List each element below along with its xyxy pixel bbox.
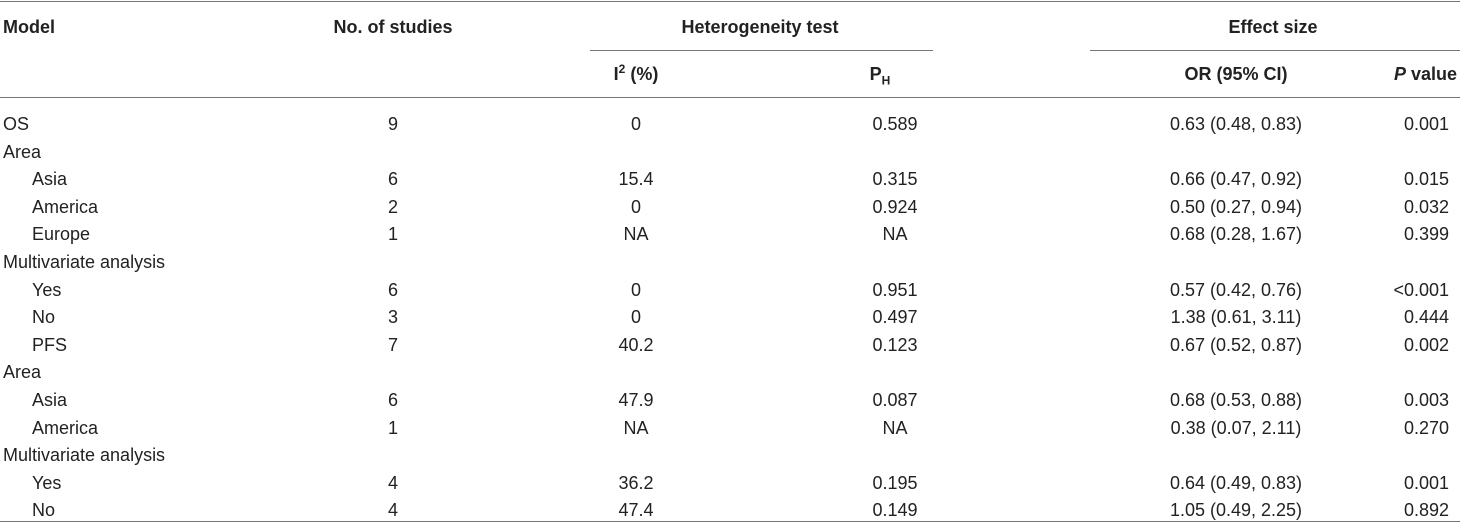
cell: 4 — [387, 472, 398, 493]
cell: 4 — [387, 500, 398, 521]
cell: 0.38 (0.07, 2.11) — [1170, 417, 1302, 438]
sub-header: P value — [1257, 63, 1457, 85]
sub-header-text: P — [869, 64, 882, 84]
cell: NA — [623, 417, 649, 438]
cell: 0.68 (0.53, 0.88) — [1169, 390, 1303, 410]
cell: 0.123 — [872, 334, 918, 355]
sub-header-text: (%) — [625, 64, 659, 84]
cell: 36.2 — [618, 472, 654, 493]
cell: 47.9 — [618, 390, 654, 410]
cell: 0.003 — [1403, 390, 1449, 410]
row-label: Multivariate analysis — [3, 445, 166, 466]
cell: 47.4 — [618, 500, 654, 521]
cell: 1 — [387, 417, 398, 438]
cell: 6 — [387, 390, 398, 410]
cell: 0.087 — [872, 390, 918, 410]
sub-header: I2 (%) — [536, 63, 736, 85]
cell: NA — [623, 224, 649, 245]
row-label: Yes — [32, 279, 62, 300]
cell: 0.002 — [1403, 334, 1449, 355]
column-header: No. of studies — [333, 17, 453, 37]
cell: 0.951 — [872, 279, 918, 300]
cell: 0.66 (0.47, 0.92) — [1169, 169, 1303, 190]
row-label: No — [32, 500, 56, 521]
group-rule — [1090, 50, 1460, 51]
column-header: Model — [3, 17, 55, 37]
cell: 0.001 — [1403, 114, 1449, 134]
sub-header: OR (95% CI) — [1184, 64, 1288, 84]
cell: 15.4 — [618, 169, 654, 190]
sub-header: PH — [780, 63, 980, 88]
sub-header-text: I — [613, 64, 619, 84]
cell: 6 — [387, 169, 398, 190]
cell: 0 — [630, 307, 641, 328]
cell: 0.589 — [872, 114, 918, 134]
group-header: Effect size — [1228, 17, 1318, 37]
cell: 2 — [387, 196, 398, 217]
cell: 0.149 — [872, 500, 918, 521]
cell: 9 — [387, 114, 398, 134]
row-label: Asia — [32, 169, 68, 190]
row-label: PFS — [32, 334, 68, 355]
header-rule — [0, 97, 1460, 98]
cell: 3 — [387, 307, 398, 328]
row-label: No — [32, 307, 56, 328]
row-label: Multivariate analysis — [3, 252, 166, 272]
cell: 0.497 — [872, 307, 918, 328]
cell: NA — [882, 224, 908, 245]
cell: 0.50 (0.27, 0.94) — [1169, 196, 1303, 217]
cell: 0.67 (0.52, 0.87) — [1169, 334, 1303, 355]
cell: 0 — [630, 196, 641, 217]
cell: NA — [882, 417, 908, 438]
cell: 6 — [387, 279, 398, 300]
superscript: 2 — [618, 62, 626, 76]
cell: 0.315 — [872, 169, 918, 190]
cell: 0.270 — [1403, 417, 1449, 438]
cell: 0.924 — [872, 196, 918, 217]
cell: 1 — [387, 224, 398, 245]
cell: 40.2 — [618, 334, 654, 355]
cell: 0.68 (0.28, 1.67) — [1169, 224, 1303, 245]
cell: 0.444 — [1403, 307, 1449, 328]
top-rule — [0, 1, 1460, 2]
cell: 0.64 (0.49, 0.83) — [1169, 472, 1303, 493]
cell: 0 — [630, 114, 641, 134]
subscript: H — [881, 73, 891, 88]
group-header: Heterogeneity test — [681, 17, 839, 37]
cell: 0.399 — [1403, 224, 1449, 245]
row-label: OS — [3, 114, 30, 134]
cell: 1.05 (0.49, 2.25) — [1169, 500, 1303, 521]
row-label: Yes — [32, 472, 62, 493]
group-rule — [590, 50, 933, 51]
cell: 0.892 — [1403, 500, 1449, 521]
row-label: Area — [3, 362, 42, 383]
cell: 0 — [630, 279, 641, 300]
cell: <0.001 — [1393, 279, 1449, 300]
row-label: America — [32, 196, 99, 217]
cell: 7 — [387, 334, 398, 355]
cell: 0.001 — [1403, 472, 1449, 493]
row-label: Area — [3, 141, 42, 162]
row-label: Asia — [32, 390, 68, 410]
sub-header-text: P — [1393, 64, 1406, 84]
row-label: America — [32, 417, 99, 438]
bottom-rule — [0, 521, 1460, 522]
cell: 1.38 (0.61, 3.11) — [1170, 307, 1302, 328]
cell: 0.015 — [1403, 169, 1449, 190]
cell: 0.195 — [872, 472, 918, 493]
sub-header-text: value — [1405, 64, 1457, 84]
row-label: Europe — [32, 224, 91, 245]
cell: 0.57 (0.42, 0.76) — [1169, 279, 1303, 300]
cell: 0.032 — [1403, 196, 1449, 217]
cell: 0.63 (0.48, 0.83) — [1169, 114, 1303, 134]
